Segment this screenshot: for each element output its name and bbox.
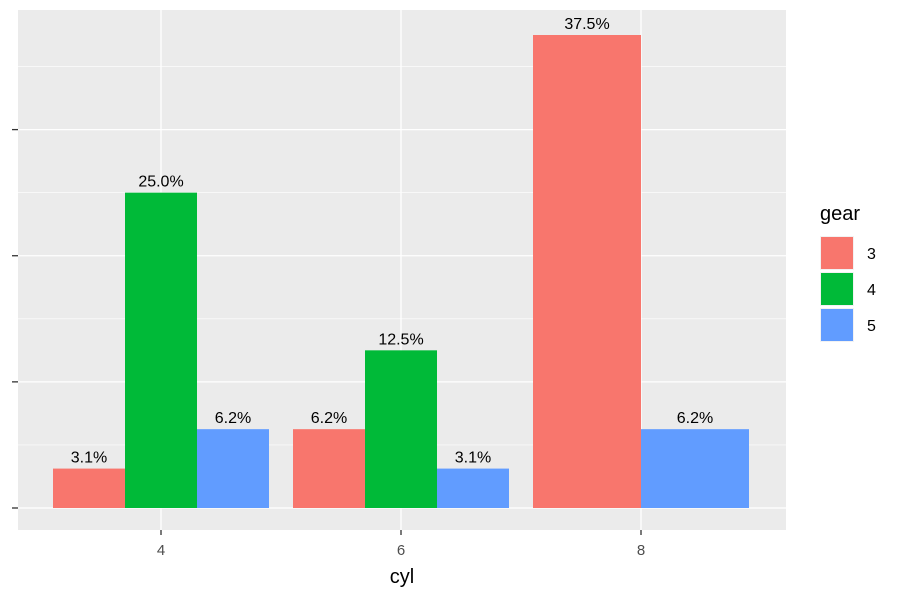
bar-cyl6-gear3 (293, 429, 365, 508)
x-axis-title: cyl (390, 566, 414, 588)
bar-cyl6-gear5 (437, 468, 509, 508)
legend-title: gear (820, 203, 860, 225)
legend-key-gear-3 (821, 237, 853, 269)
bar-cyl4-gear5 (197, 429, 269, 508)
bar-cyl4-gear3 (53, 468, 125, 508)
x-tick-label: 6 (397, 542, 405, 559)
bar-cyl8-gear3 (533, 35, 641, 508)
legend-label: 3 (867, 246, 876, 263)
legend: gear 3 4 5 (820, 203, 876, 342)
y-axis-ticks (12, 128, 18, 509)
data-label: 37.5% (564, 16, 609, 33)
legend-label: 5 (867, 318, 876, 335)
bar-cyl6-gear4 (365, 350, 437, 508)
data-label: 12.5% (378, 331, 423, 348)
data-label: 6.2% (311, 410, 347, 427)
bar-cyl8-gear5 (641, 429, 749, 508)
legend-key-gear-4 (821, 273, 853, 305)
x-tick-label: 4 (157, 542, 165, 559)
legend-label: 4 (867, 282, 876, 299)
data-label: 6.2% (677, 410, 713, 427)
legend-key-gear-5 (821, 309, 853, 341)
data-label: 3.1% (71, 450, 107, 467)
bars (53, 35, 749, 508)
data-label: 25.0% (138, 174, 183, 191)
x-axis-ticks: 4 6 8 (157, 530, 645, 559)
data-label: 3.1% (455, 450, 491, 467)
data-labels: 3.1% 25.0% 6.2% 6.2% 12.5% 3.1% 37.5% 6.2% (71, 16, 713, 467)
data-label: 6.2% (215, 410, 251, 427)
bar-cyl4-gear4 (125, 192, 197, 508)
x-tick-label: 8 (637, 542, 645, 559)
